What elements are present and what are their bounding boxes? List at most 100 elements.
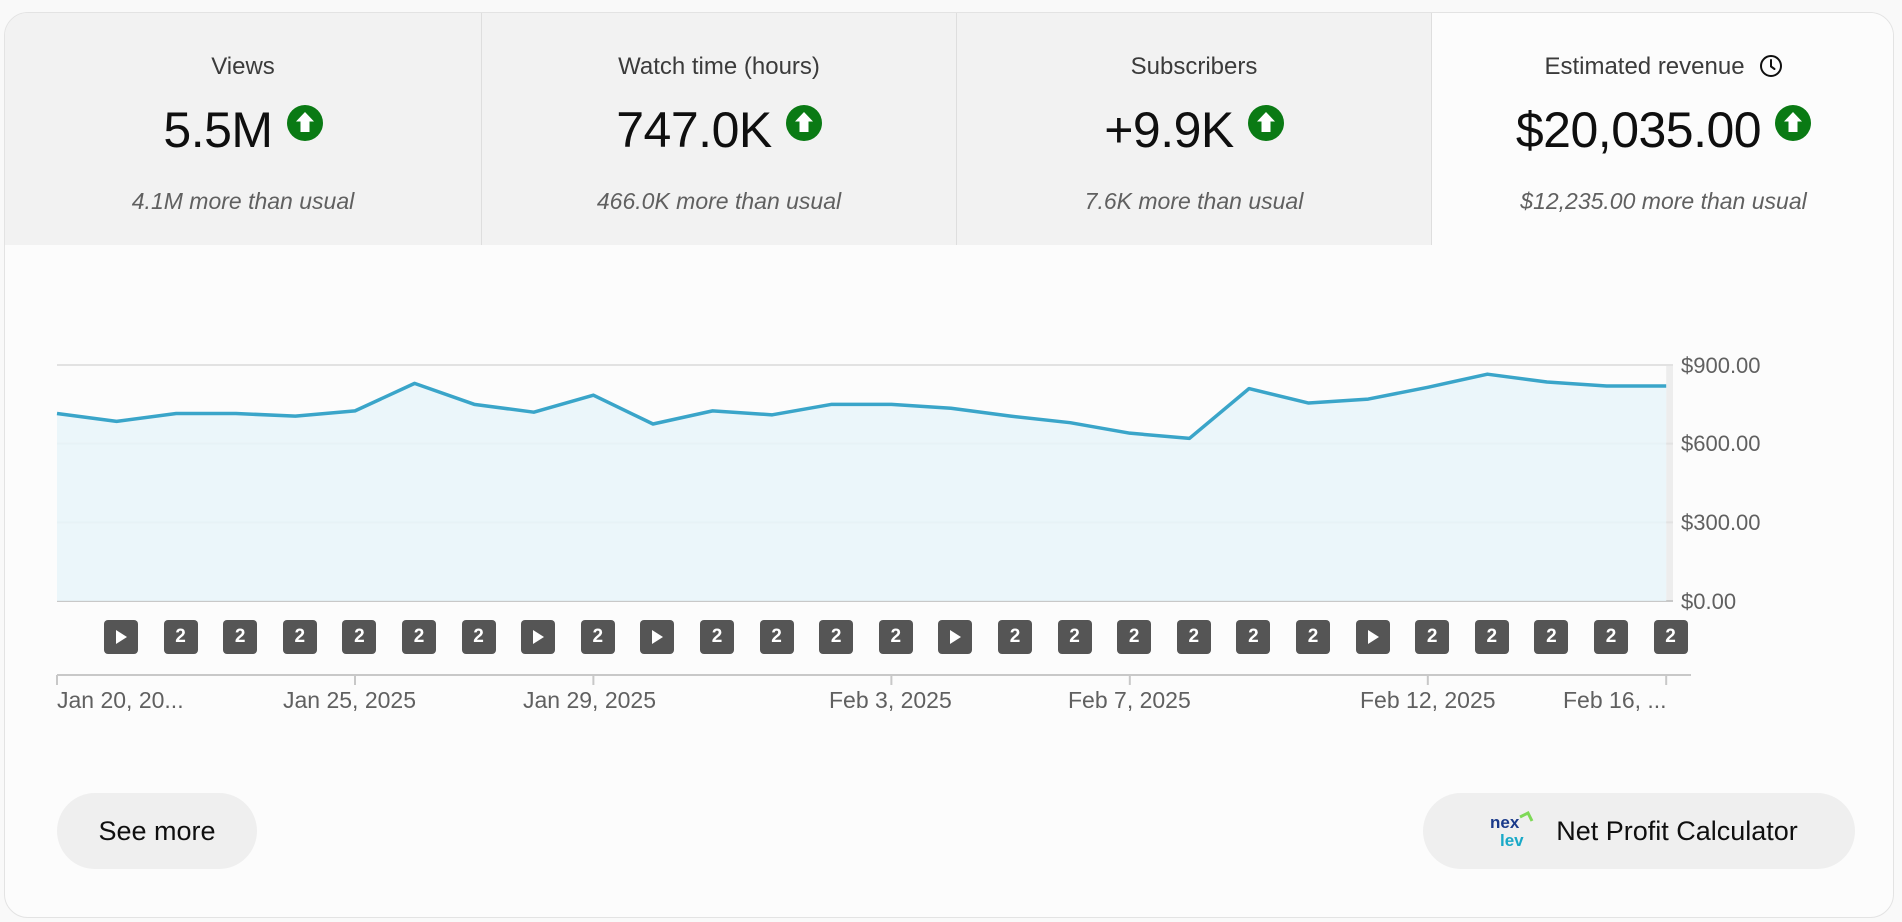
svg-text:lev: lev	[1500, 831, 1524, 850]
video-marker-count[interactable]: 2	[1415, 620, 1450, 654]
data-point[interactable]	[826, 398, 838, 410]
tab-comparison: 466.0K more than usual	[596, 188, 842, 214]
tab-comparison: 4.1M more than usual	[131, 188, 355, 214]
data-point[interactable]	[1005, 410, 1017, 422]
data-point[interactable]	[468, 398, 480, 410]
video-marker-count[interactable]: 2	[223, 620, 258, 654]
tab-comparison: $12,235.00 more than usual	[1520, 188, 1807, 214]
analytics-card: Views 5.5M 4.1M more than usual Watch ti…	[4, 12, 1894, 918]
y-tick-label: $300.00	[1681, 510, 1761, 535]
clock-icon[interactable]	[1759, 54, 1783, 78]
play-icon	[652, 630, 664, 644]
video-marker-count[interactable]: 2	[461, 620, 496, 654]
tab-value: $20,035.00	[1432, 101, 1893, 159]
video-marker-count[interactable]: 2	[759, 620, 794, 654]
video-marker-count[interactable]: 2	[342, 620, 377, 654]
video-marker-count[interactable]: 2	[580, 620, 615, 654]
video-marker-count[interactable]: 2	[1176, 620, 1211, 654]
video-marker-count[interactable]: 2	[1534, 620, 1569, 654]
video-marker-play[interactable]	[640, 620, 675, 654]
video-marker-count[interactable]: 2	[1594, 620, 1628, 654]
data-point[interactable]	[1243, 383, 1255, 395]
x-tick-label: Jan 20, 20...	[57, 687, 184, 713]
data-point[interactable]	[289, 410, 301, 422]
x-tick-label: Feb 16, ...	[1563, 687, 1667, 713]
data-point[interactable]	[647, 418, 659, 430]
metric-value: +9.9K	[1104, 102, 1234, 158]
video-marker-play[interactable]	[521, 620, 556, 654]
x-tick-label: Jan 25, 2025	[283, 687, 417, 713]
tab-views[interactable]: Views 5.5M 4.1M more than usual	[5, 13, 482, 245]
data-point[interactable]	[885, 398, 897, 410]
tab-title: Estimated revenue	[1432, 53, 1893, 81]
tab-title: Views	[211, 53, 275, 80]
data-point[interactable]	[766, 409, 778, 421]
play-icon	[950, 630, 962, 644]
play-icon	[116, 630, 127, 644]
data-point[interactable]	[945, 402, 957, 414]
arrow-up-circle-icon	[1247, 105, 1284, 141]
data-point[interactable]	[587, 389, 599, 401]
data-point[interactable]	[230, 408, 242, 420]
video-marker-play[interactable]	[1355, 620, 1390, 654]
data-point[interactable]	[1601, 380, 1613, 392]
video-marker-count[interactable]: 2	[998, 620, 1032, 654]
net-profit-calculator-button[interactable]: nex lev Net Profit Calculator	[1423, 793, 1855, 869]
data-point[interactable]	[1362, 393, 1374, 405]
data-point[interactable]	[349, 405, 361, 417]
data-point[interactable]	[1064, 417, 1076, 429]
play-icon	[533, 630, 545, 644]
video-marker-count[interactable]: 2	[819, 620, 854, 654]
tab-estimated-revenue[interactable]: Estimated revenue $20,035.00 $12,235.00 …	[1432, 13, 1893, 245]
data-point[interactable]	[707, 405, 719, 417]
nexlev-logo-text: nex	[1490, 813, 1520, 832]
data-point[interactable]	[111, 415, 123, 427]
tab-title: Watch time (hours)	[618, 53, 820, 80]
see-more-button[interactable]: See more	[57, 793, 257, 869]
metric-tabs: Views 5.5M 4.1M more than usual Watch ti…	[5, 13, 1893, 245]
tab-title: Subscribers	[1130, 53, 1258, 80]
x-tick-label: Jan 29, 2025	[523, 687, 657, 713]
data-point[interactable]	[1183, 432, 1195, 444]
tab-watch-time[interactable]: Watch time (hours) 747.0K 466.0K more th…	[482, 13, 957, 245]
data-point[interactable]	[1660, 380, 1672, 392]
x-tick-label: Feb 12, 2025	[1360, 687, 1496, 713]
series-area	[57, 374, 1667, 601]
tab-subscribers[interactable]: Subscribers +9.9K 7.6K more than usual	[957, 13, 1432, 245]
y-tick-label: $600.00	[1681, 431, 1761, 456]
revenue-chart[interactable]	[5, 13, 1894, 918]
video-marker-play[interactable]	[104, 620, 138, 654]
tab-comparison: 7.6K more than usual	[1084, 188, 1304, 214]
video-marker-count[interactable]: 2	[700, 620, 734, 654]
video-marker-count[interactable]: 2	[1296, 620, 1330, 654]
data-point[interactable]	[1541, 376, 1553, 388]
data-point[interactable]	[1303, 397, 1315, 409]
tab-value: +9.9K	[957, 101, 1431, 159]
data-point[interactable]	[528, 406, 540, 418]
data-point[interactable]	[1422, 381, 1434, 393]
x-tick-label: Feb 7, 2025	[1068, 687, 1191, 713]
video-marker-count[interactable]: 2	[163, 620, 198, 654]
video-marker-count[interactable]: 2	[1653, 620, 1688, 654]
video-marker-count[interactable]: 2	[1236, 620, 1271, 654]
nexlev-logo-icon: nex lev	[1490, 811, 1534, 850]
data-point[interactable]	[1124, 427, 1136, 439]
play-icon	[1367, 630, 1379, 644]
video-marker-play[interactable]	[938, 620, 973, 654]
metric-value: 747.0K	[616, 102, 772, 158]
partial-period-shade	[1666, 365, 1673, 601]
data-point[interactable]	[170, 408, 182, 420]
metric-value: $20,035.00	[1515, 102, 1762, 158]
video-marker-count[interactable]: 2	[402, 620, 436, 654]
video-marker-count[interactable]: 2	[282, 620, 317, 654]
data-point[interactable]	[1481, 368, 1493, 380]
tab-value: 747.0K	[482, 101, 956, 159]
data-point[interactable]	[409, 377, 421, 389]
y-tick-label: $0.00	[1681, 589, 1737, 614]
video-marker-count[interactable]: 2	[1057, 620, 1092, 654]
video-marker-count[interactable]: 2	[1474, 620, 1509, 654]
y-tick-label: $900.00	[1681, 353, 1761, 378]
data-point[interactable]	[51, 408, 63, 420]
video-marker-count[interactable]: 2	[1117, 620, 1152, 654]
video-marker-count[interactable]: 2	[878, 620, 913, 654]
